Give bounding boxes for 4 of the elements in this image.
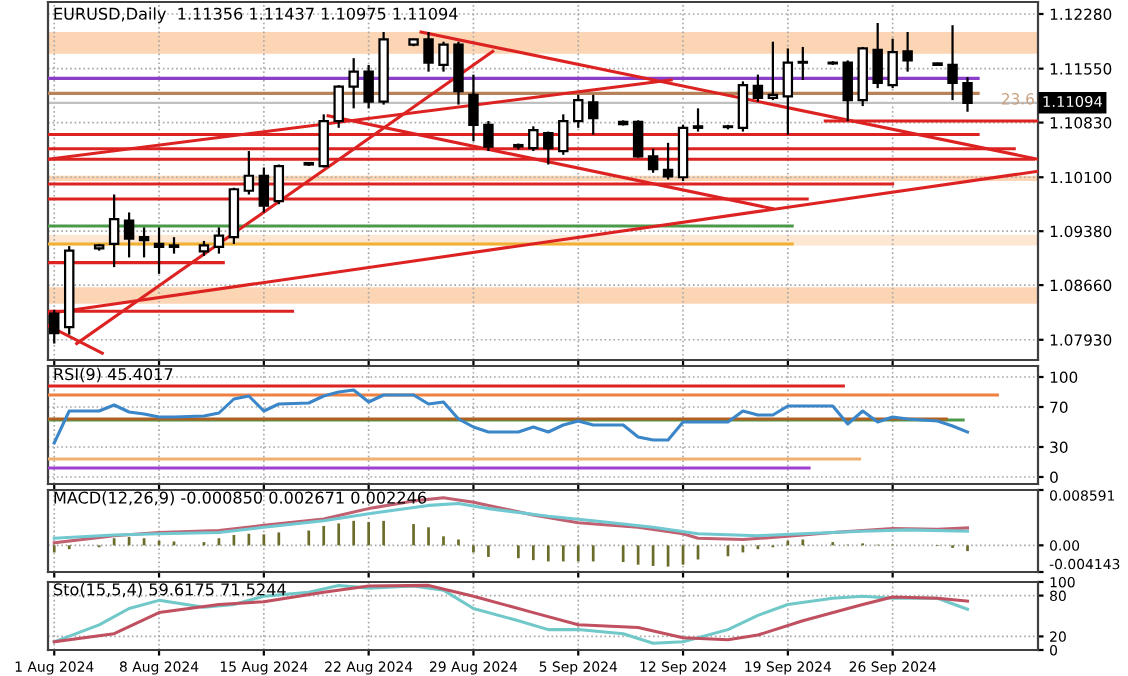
chart-title: RSI(9) 45.4017 [54, 367, 173, 383]
chart-title: Sto(15,5,4) 59.6175 71.5244 [54, 583, 286, 598]
chart-title: MACD(12,26,9) -0.000850 0.002671 0.002246 [54, 491, 427, 506]
chart-title: EURUSD,Daily 1.11356 1.11437 1.10975 1.11094 [54, 7, 458, 23]
